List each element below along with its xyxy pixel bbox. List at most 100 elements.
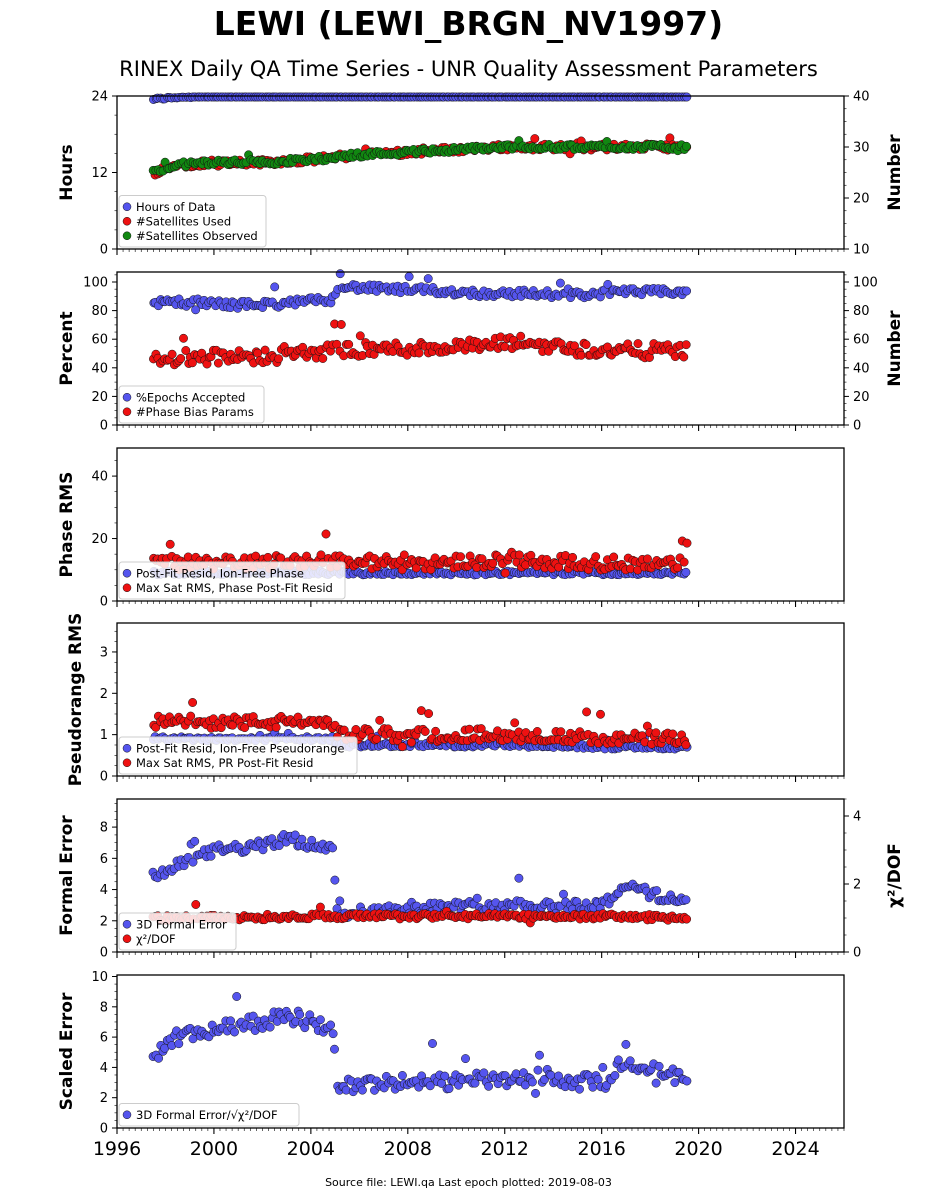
marker-scaled-0: [511, 1069, 521, 1079]
marker-formal-1: [682, 914, 692, 924]
series-percent-1: [149, 319, 691, 370]
marker-percent-0: [555, 278, 565, 288]
y2-axis-label-hours: Number: [885, 134, 905, 211]
y-tick-label-hours: 12: [91, 166, 108, 181]
marker-hours-2: [681, 141, 691, 151]
y-axis-label-hours: Hours: [57, 144, 77, 201]
marker-pseudorange-1: [186, 711, 196, 721]
marker-percent-0: [404, 272, 414, 282]
y2-tick-label-percent: 100: [853, 276, 878, 291]
marker-percent-1: [167, 349, 177, 359]
marker-percent-1: [253, 348, 263, 358]
marker-scaled-0: [330, 1044, 339, 1054]
legend-label: 3D Formal Error/√χ²/DOF: [136, 1108, 278, 1122]
y2-tick-label-percent: 40: [853, 361, 870, 376]
marker-pseudorange-1: [424, 709, 434, 719]
marker-pseudorange-1: [510, 718, 520, 728]
marker-percent-0: [603, 279, 613, 289]
y-tick-label-formal: 8: [100, 821, 108, 836]
y-axis-label-percent: Percent: [57, 311, 77, 385]
marker-formal-1: [191, 900, 201, 909]
legend-box: [118, 195, 267, 248]
y-tick-label-hours: 24: [91, 90, 108, 105]
legend-marker: [122, 202, 132, 211]
legend-label: 3D Formal Error: [136, 917, 227, 931]
legend-marker: [122, 231, 132, 240]
marker-pseudorange-1: [681, 740, 691, 750]
marker-scaled-0: [188, 1034, 198, 1044]
marker-pseudorange-1: [375, 715, 385, 725]
legend-label: χ²/DOF: [136, 932, 176, 946]
y-tick-label-percent: 0: [100, 419, 108, 434]
marker-scaled-0: [428, 1039, 437, 1048]
marker-percent-1: [633, 339, 643, 349]
marker-formal-0: [206, 851, 216, 861]
y-tick-label-pseudorange: 1: [100, 728, 108, 743]
marker-pseudorange-1: [464, 724, 474, 734]
marker-formal-0: [328, 843, 338, 853]
legend-label: Post-Fit Resid, Ion-Free Pseudorange: [136, 741, 344, 755]
marker-scaled-0: [682, 1076, 692, 1086]
marker-scaled-0: [535, 1050, 544, 1060]
marker-scaled-0: [613, 1055, 623, 1065]
y-tick-label-pseudorange: 2: [100, 687, 108, 702]
marker-phase-1: [643, 554, 652, 564]
series-hours-0: [149, 92, 692, 104]
y2-tick-label-percent: 80: [853, 304, 870, 319]
marker-phase-1: [263, 552, 273, 562]
marker-pseudorange-1: [668, 729, 678, 739]
marker-scaled-0: [484, 1081, 494, 1091]
marker-percent-1: [187, 358, 197, 368]
page-subtitle: RINEX Daily QA Time Series - UNR Quality…: [119, 57, 818, 81]
marker-pseudorange-1: [420, 727, 430, 736]
y2-tick-label-formal: 0: [853, 946, 861, 961]
marker-phase-1: [165, 539, 175, 549]
marker-scaled-0: [625, 1056, 635, 1066]
marker-formal-0: [297, 834, 307, 844]
marker-formal-0: [335, 896, 345, 906]
marker-scaled-0: [328, 1029, 338, 1039]
y-tick-label-pseudorange: 3: [100, 645, 108, 660]
x-tick-label: 2016: [577, 1138, 625, 1160]
y2-axis-label-percent: Number: [885, 310, 905, 387]
marker-hours-1: [530, 134, 540, 144]
legend-marker: [122, 407, 132, 416]
marker-pseudorange-1: [397, 742, 407, 752]
marker-scaled-0: [230, 1027, 239, 1037]
legend-marker: [122, 217, 132, 226]
marker-scaled-0: [651, 1078, 661, 1088]
marker-scaled-0: [397, 1071, 407, 1080]
marker-scaled-0: [444, 1084, 454, 1094]
panel-percent: 0 20 40 60 80 100 Percent 0 20 40 60 80 100 Number %Ep…: [57, 269, 905, 434]
marker-percent-1: [679, 352, 689, 362]
legend-label: #Phase Bias Params: [136, 405, 254, 419]
marker-scaled-0: [598, 1062, 608, 1072]
marker-pseudorange-1: [431, 726, 441, 736]
legend-marker: [122, 920, 132, 929]
marker-percent-1: [344, 339, 354, 349]
legend-marker: [122, 1110, 132, 1119]
marker-scaled-0: [575, 1084, 584, 1094]
x-tick-label: 2020: [674, 1138, 722, 1160]
marker-percent-1: [516, 331, 526, 341]
marker-percent-0: [335, 269, 345, 279]
legend-label: Max Sat RMS, Phase Post-Fit Resid: [136, 581, 333, 595]
y-tick-label-scaled: 6: [100, 1031, 108, 1046]
marker-phase-1: [679, 557, 689, 567]
source-footer: Source file: LEWI.qa Last epoch plotted:…: [325, 1176, 612, 1189]
marker-formal-0: [681, 895, 691, 905]
marker-phase-1: [456, 552, 466, 562]
y-axis-label-phase: Phase RMS: [57, 472, 77, 578]
x-tick-label: 2012: [481, 1138, 529, 1160]
marker-percent-1: [181, 346, 191, 355]
y2-tick-label-hours: 20: [853, 192, 870, 207]
y2-axis-label-formal: χ²/DOF: [885, 843, 905, 908]
legend-label: #Satellites Used: [136, 214, 231, 228]
y-tick-label-percent: 20: [91, 390, 108, 405]
series-scaled-0: [148, 992, 692, 1098]
legend-marker: [122, 758, 132, 767]
marker-pseudorange-1: [556, 727, 566, 737]
marker-percent-1: [339, 351, 349, 361]
